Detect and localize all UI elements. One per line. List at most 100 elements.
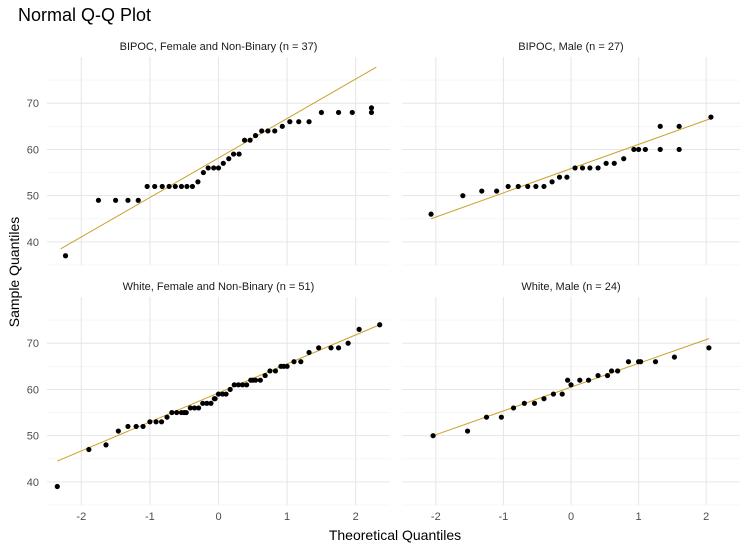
data-point [642,146,648,153]
data-point [187,405,193,411]
data-point [335,109,342,116]
data-point [636,146,642,153]
data-point [239,382,246,388]
data-point [174,409,180,416]
data-point [211,165,217,171]
panels-layer: BIPOC, Female and Non-Binary (n = 37) 40 5… [27,41,740,523]
data-point [291,359,297,365]
data-point [191,405,198,411]
y-tick-label: 60 [27,144,39,156]
data-point [223,391,229,397]
panel-strip-label: White, Female and Non-Binary (n = 51) [123,281,315,293]
data-point [200,400,206,406]
data-point [604,372,611,379]
data-point [615,368,621,374]
data-point [587,165,593,171]
data-point [208,400,214,406]
data-point [585,377,592,383]
data-point [205,165,211,171]
x-tick-label: 0 [215,511,221,523]
data-point [158,419,165,425]
data-point [460,193,466,199]
data-point [226,156,232,162]
data-point [349,109,355,116]
data-point [356,326,362,332]
data-point [236,151,242,157]
data-point [706,345,712,351]
data-point [54,483,60,490]
panel-4: White, Male (n = 24) -2 -1 0 1 2 [402,281,740,523]
data-point [95,197,102,203]
data-point [621,156,627,162]
data-point [595,372,601,379]
data-point [153,419,159,425]
data-point [430,433,436,439]
data-point [428,211,434,217]
y-tick-label: 40 [27,237,39,249]
data-point [577,377,583,383]
data-point [498,414,504,420]
data-point [564,174,570,180]
data-point [377,322,383,328]
data-point [541,396,547,402]
data-point [296,119,302,125]
data-point [196,405,202,411]
data-point [140,423,146,430]
data-point [671,354,678,360]
y-tick-label: 50 [27,431,39,443]
panel-2: BIPOC, Male (n = 27) [402,41,740,266]
data-point [169,409,175,416]
data-point [259,128,265,134]
data-point [184,183,190,190]
data-point [166,183,172,190]
x-tick-label: 1 [636,511,642,523]
data-point [368,105,375,111]
data-point [204,400,210,406]
data-point [306,119,312,125]
data-point [231,382,237,388]
data-point [335,345,342,351]
data-point [611,160,617,166]
panel-strip-label: BIPOC, Female and Non-Binary (n = 37) [120,41,318,53]
data-point [250,377,256,383]
data-point [657,146,663,153]
data-point [265,128,271,134]
y-tick-label: 70 [27,338,39,350]
data-point [220,160,226,166]
data-point [178,183,185,190]
data-point [189,183,196,190]
y-tick-label: 60 [27,384,39,396]
panel-1: BIPOC, Female and Non-Binary (n = 37) 40 5… [27,41,390,266]
data-point [328,345,334,351]
data-point [603,160,609,166]
data-point [133,423,139,430]
data-point [708,114,714,120]
data-point [262,372,268,379]
x-tick-label: -1 [145,511,155,523]
data-point [541,183,547,190]
x-tick-label: 2 [353,511,359,523]
x-tick-label: 2 [703,511,709,523]
data-point [565,377,571,383]
data-point [125,423,131,430]
data-point [525,183,531,190]
data-point [281,363,287,369]
y-axis-label: Sample Quantiles [6,217,22,328]
data-point [164,414,170,420]
x-axis-label: Theoretical Quantiles [329,527,461,543]
data-point [572,165,578,171]
x-tick-label: -1 [499,511,509,523]
data-point [172,183,178,190]
data-point [212,396,218,402]
data-point [657,123,663,129]
data-point [103,442,109,448]
data-point [608,368,615,374]
data-point [235,382,241,388]
data-point [559,391,565,397]
data-point [556,174,563,180]
data-point [144,183,150,190]
data-point [279,123,285,129]
data-point [272,368,279,374]
data-point [113,197,119,203]
